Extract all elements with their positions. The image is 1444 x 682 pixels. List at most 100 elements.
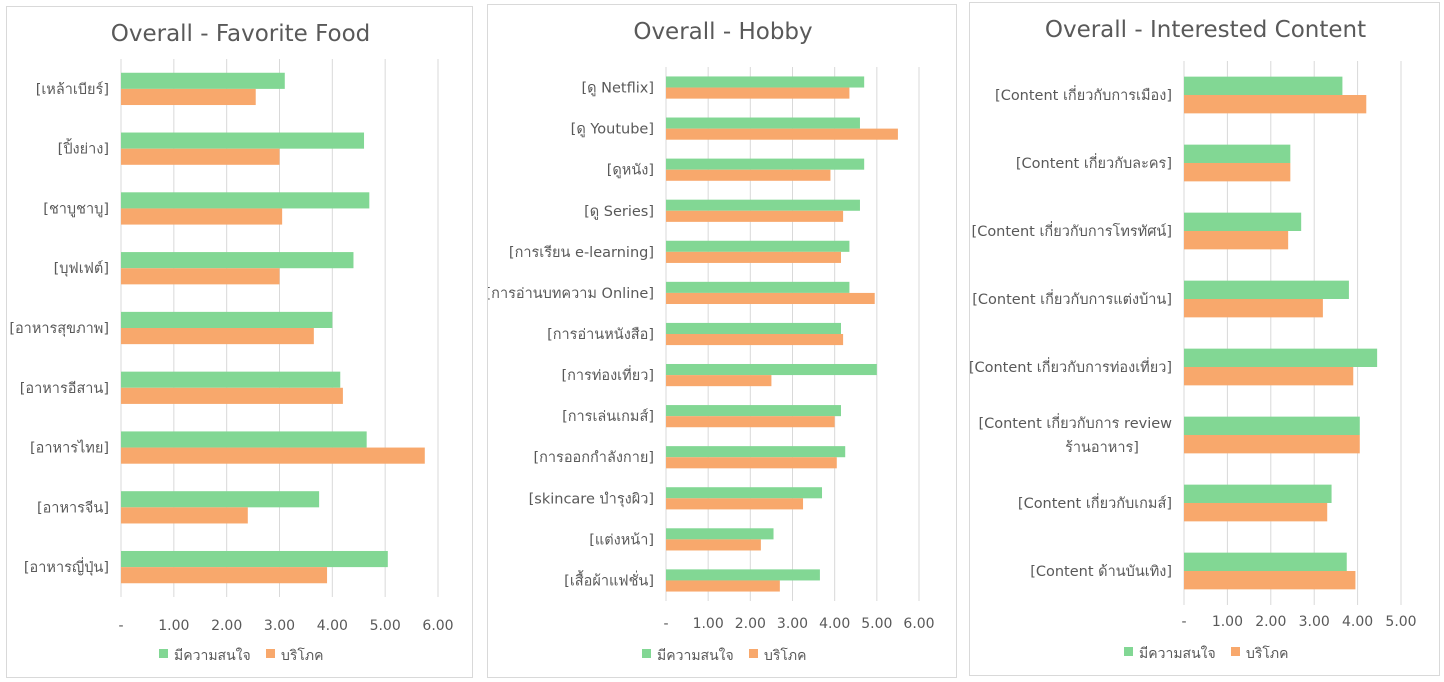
bar-interested <box>1184 280 1349 299</box>
bar-consume <box>1184 163 1291 182</box>
bar-consume <box>666 251 841 263</box>
category-label: [Content เกี่ยวกับละคร] <box>1016 153 1172 172</box>
bar-consume <box>1184 571 1356 590</box>
category-label: [เสื้อผ้าแฟชั่น] <box>564 569 654 589</box>
chart-svg: Overall - Favorite Food - 1.00 2.00 3.00 4.00… <box>9 21 453 664</box>
bar-interested <box>666 322 841 334</box>
bar-consume <box>121 88 256 106</box>
bar-interested <box>121 491 320 508</box>
legend-swatch-consume <box>749 649 758 658</box>
category-label: [บุฟเฟต์] <box>54 260 109 277</box>
bar-consume <box>121 507 248 524</box>
category-label: [อาหารอีสาน] <box>20 380 109 397</box>
legend-swatch-interested <box>1124 647 1133 656</box>
bar-consume <box>121 387 343 404</box>
bar-interested <box>121 252 354 269</box>
bar-interested <box>666 487 823 499</box>
bar-interested <box>1184 144 1291 163</box>
legend-swatch-consume <box>266 649 275 658</box>
category-label: [การเรียน e-learning] <box>509 244 654 261</box>
category-label: [ดู Youtube] <box>571 122 654 138</box>
category-label: [การอ่านบทความ Online] <box>488 286 654 302</box>
legend-label-interested: มีความสนใจ <box>174 647 251 664</box>
bar-consume <box>666 457 837 469</box>
legend-label-interested: มีความสนใจ <box>657 647 734 664</box>
category-label: [Content เกี่ยวกับเกมส์] <box>1018 493 1172 512</box>
category-label: [การเล่นเกมส์] <box>562 408 654 425</box>
x-tick-label: 4.00 <box>1342 614 1373 630</box>
bar-interested <box>666 569 820 581</box>
category-label: [การท่องเที่ยว] <box>561 365 654 384</box>
bar-consume <box>121 148 280 165</box>
category-label: [Content ด้านบันเทิง] <box>1030 563 1172 580</box>
x-tick-label: 5.00 <box>861 616 892 632</box>
category-label: [เหล้าเบียร์] <box>36 81 109 98</box>
category-label: [Content เกี่ยวกับการ review <box>978 413 1172 432</box>
bar-consume <box>121 447 425 464</box>
chart-title: Overall - Favorite Food <box>111 21 371 47</box>
bar-consume <box>666 334 844 346</box>
chart-svg: Overall - Hobby - 1.00 2.00 3.00 4.00 5.00 6.00… <box>488 19 935 664</box>
category-label: [Content เกี่ยวกับการเมือง] <box>995 85 1172 104</box>
bar-interested <box>666 76 865 88</box>
x-tick-label: 6.00 <box>903 616 934 632</box>
x-tick-label: - <box>118 618 123 634</box>
bar-interested <box>1184 552 1347 571</box>
bar-interested <box>666 199 860 211</box>
category-label: [Content เกี่ยวกับการท่องเที่ยว] <box>970 357 1172 376</box>
legend-swatch-interested <box>159 649 168 658</box>
bar-consume <box>1184 435 1360 454</box>
x-tick-label: 5.00 <box>370 618 401 634</box>
x-tick-label: 1.00 <box>693 616 724 632</box>
bar-interested <box>121 192 370 209</box>
x-tick-label: 3.00 <box>1299 614 1330 630</box>
bar-interested <box>666 363 877 376</box>
chart-svg: Overall - Interested Content - 1.00 2.00 3.0… <box>970 17 1417 662</box>
chart-favorite-food: Overall - Favorite Food - 1.00 2.00 3.00 4.00… <box>6 6 473 678</box>
category-label: ร้านอาหาร] <box>1065 439 1139 456</box>
chart-hobby: Overall - Hobby - 1.00 2.00 3.00 4.00 5.00 6.00… <box>487 4 957 678</box>
category-label: [ดู Series] <box>584 204 654 220</box>
x-tick-label: 5.00 <box>1385 614 1416 630</box>
bar-interested <box>666 405 841 417</box>
bar-consume <box>666 416 835 428</box>
bar-consume <box>666 498 804 510</box>
x-tick-label: - <box>1181 614 1186 630</box>
x-tick-label: - <box>663 616 668 632</box>
bar-consume <box>1184 367 1354 386</box>
bar-consume <box>121 567 328 584</box>
bar-interested <box>666 117 860 129</box>
bar-consume <box>121 268 280 285</box>
legend-swatch-interested <box>642 649 651 658</box>
x-tick-label: 3.00 <box>777 616 808 632</box>
category-label: [การออกกำลังกาย] <box>533 450 654 466</box>
x-tick-label: 2.00 <box>1255 614 1286 630</box>
bar-consume <box>666 169 831 181</box>
bar-interested <box>666 158 865 170</box>
bar-interested <box>121 132 365 149</box>
bar-interested <box>666 281 850 293</box>
bar-interested <box>1184 76 1343 95</box>
category-label: [อาหารสุขภาพ] <box>9 321 109 337</box>
bar-interested <box>121 72 285 89</box>
bar-interested <box>1184 484 1332 503</box>
x-tick-label: 1.00 <box>1212 614 1243 630</box>
bar-interested <box>666 446 846 458</box>
chart-title: Overall - Interested Content <box>1045 17 1366 43</box>
x-tick-label: 2.00 <box>735 616 766 632</box>
bar-interested <box>1184 348 1378 367</box>
bar-consume <box>121 208 283 225</box>
bar-consume <box>666 375 772 387</box>
bar-interested <box>1184 212 1302 231</box>
chart-interested-content: Overall - Interested Content - 1.00 2.00 3.0… <box>969 2 1440 676</box>
bar-consume <box>666 580 780 592</box>
bar-consume <box>666 87 850 99</box>
category-label: [แต่งหน้า] <box>589 531 654 548</box>
category-label: [Content เกี่ยวกับการแต่งบ้าน] <box>972 289 1172 308</box>
bar-consume <box>666 128 898 140</box>
category-label: [ดู Netflix] <box>581 81 654 97</box>
category-label: [ปิ้งย่าง] <box>58 138 109 158</box>
x-tick-label: 4.00 <box>317 618 348 634</box>
bar-interested <box>666 240 850 252</box>
category-label: [skincare บำรุงผิว] <box>529 491 654 507</box>
